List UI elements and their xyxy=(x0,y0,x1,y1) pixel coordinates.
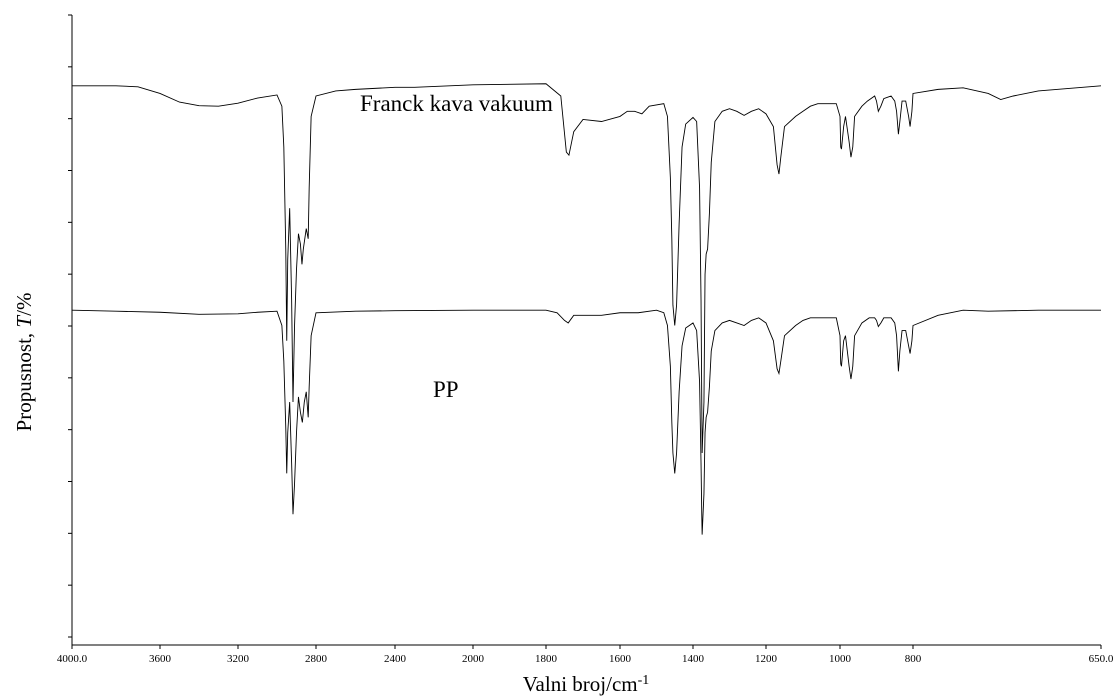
x-tick-label: 3200 xyxy=(227,653,250,665)
x-tick-label: 2000 xyxy=(462,653,485,665)
x-axis-title-main: Valni broj/cm xyxy=(523,672,638,696)
x-tick-label: 4000.0 xyxy=(57,653,88,665)
x-tick-label: 3600 xyxy=(149,653,172,665)
x-tick-label: 1400 xyxy=(682,653,705,665)
x-tick-label: 650.0 xyxy=(1089,653,1114,665)
series-line-0 xyxy=(72,83,1102,454)
x-axis-ticks: 4000.0 3600 3200 2800 2400 2000 1800 1600 1400 12… xyxy=(57,645,1114,665)
y-axis-title-main: Propusnost, xyxy=(12,333,36,432)
series-annotation-1: PP xyxy=(433,377,459,402)
annotation-layer: Franck kava vakuum PP xyxy=(360,91,553,402)
y-axis-title-unit: /% xyxy=(12,293,36,316)
y-axis-ticks xyxy=(68,14,72,638)
x-tick-label: 1000 xyxy=(829,653,852,665)
x-tick-label: 2800 xyxy=(305,653,328,665)
x-axis-title: Valni broj/cm-1 xyxy=(523,672,650,696)
x-tick-label: 800 xyxy=(905,653,922,665)
x-tick-label: 1600 xyxy=(609,653,632,665)
y-axis-title-symbol: T xyxy=(12,315,36,328)
x-tick-label: 1200 xyxy=(755,653,778,665)
y-axis-title: Propusnost, T/% xyxy=(12,293,36,432)
x-tick-label: 2400 xyxy=(384,653,407,665)
x-axis-title-superscript: -1 xyxy=(638,673,650,688)
x-tick-label: 1800 xyxy=(535,653,558,665)
series-line-1 xyxy=(71,309,1101,535)
series-annotation-0: Franck kava vakuum xyxy=(360,91,553,116)
series-layer xyxy=(71,83,1102,535)
